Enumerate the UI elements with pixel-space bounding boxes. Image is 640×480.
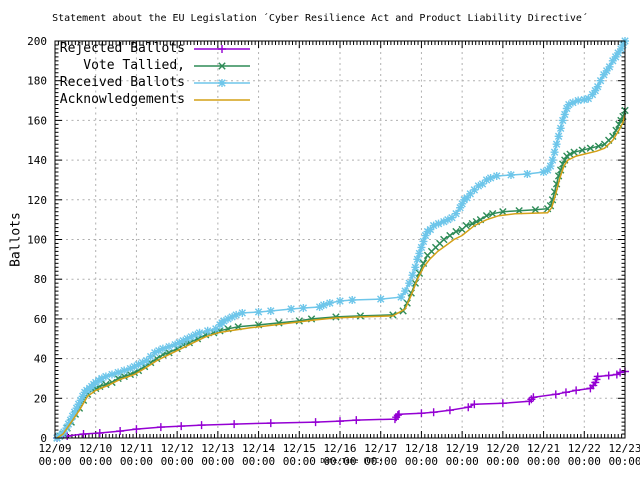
svg-text:100: 100 <box>27 234 47 247</box>
legend-item-label: Received Ballots <box>59 75 185 90</box>
svg-text:12/10: 12/10 <box>79 442 112 455</box>
series-vote-tallied <box>53 106 629 442</box>
svg-text:20: 20 <box>34 392 47 405</box>
series-acknowledgements <box>56 114 626 439</box>
svg-text:12/14: 12/14 <box>242 442 275 455</box>
svg-text:12/22: 12/22 <box>568 442 601 455</box>
svg-text:00:00: 00:00 <box>201 455 234 468</box>
svg-text:12/15: 12/15 <box>283 442 316 455</box>
svg-text:00:00: 00:00 <box>161 455 194 468</box>
legend-item: Vote Tallied, <box>55 57 254 74</box>
series-line-acknowledgements <box>56 114 626 439</box>
svg-text:12/12: 12/12 <box>161 442 194 455</box>
svg-text:12/20: 12/20 <box>486 442 519 455</box>
svg-text:12/09: 12/09 <box>38 442 71 455</box>
y-tick-labels: 0 20 40 60 80 100 120 140 160 180 200 <box>27 35 47 445</box>
svg-text:00:00: 00:00 <box>283 455 316 468</box>
svg-text:12/16: 12/16 <box>323 442 356 455</box>
legend-swatch <box>194 61 250 70</box>
plot-border <box>54 40 626 439</box>
svg-text:0: 0 <box>40 432 47 445</box>
svg-text:00:00: 00:00 <box>242 455 275 468</box>
y-axis-label: Ballots <box>8 212 24 267</box>
svg-text:00:00: 00:00 <box>38 455 71 468</box>
svg-text:12/17: 12/17 <box>364 442 397 455</box>
svg-text:12/18: 12/18 <box>405 442 438 455</box>
x-tick-labels: 12/0900:0012/1000:0012/1100:0012/1200:00… <box>38 442 640 468</box>
svg-text:00:00: 00:00 <box>323 455 356 468</box>
series-rejected-ballots <box>53 367 629 442</box>
svg-text:12/13: 12/13 <box>201 442 234 455</box>
svg-text:00:00: 00:00 <box>568 455 601 468</box>
legend-swatch <box>194 78 250 87</box>
svg-text:200: 200 <box>27 35 47 48</box>
svg-text:40: 40 <box>34 353 47 366</box>
series-markers-vote-tallied <box>53 106 629 442</box>
svg-text:180: 180 <box>27 75 47 88</box>
svg-text:00:00: 00:00 <box>608 455 640 468</box>
svg-text:12/19: 12/19 <box>446 442 479 455</box>
svg-text:00:00: 00:00 <box>527 455 560 468</box>
svg-text:00:00: 00:00 <box>120 455 153 468</box>
svg-text:00:00: 00:00 <box>79 455 112 468</box>
legend: Rejected Ballots Vote Tallied, Received Ba… <box>55 40 254 108</box>
svg-text:12/23: 12/23 <box>608 442 640 455</box>
x-axis-label: Date/Time (UTC) <box>320 457 384 465</box>
legend-item: Rejected Ballots <box>55 40 254 57</box>
svg-text:160: 160 <box>27 114 47 127</box>
svg-text:00:00: 00:00 <box>364 455 397 468</box>
svg-text:00:00: 00:00 <box>446 455 479 468</box>
legend-item-label: Vote Tallied, <box>83 58 185 73</box>
svg-text:120: 120 <box>27 194 47 207</box>
svg-text:00:00: 00:00 <box>405 455 438 468</box>
series-markers-rejected-ballots <box>53 367 629 442</box>
legend-item-label: Rejected Ballots <box>59 41 185 56</box>
axis-ticks <box>54 40 626 439</box>
legend-item: Acknowledgements <box>55 91 254 108</box>
svg-text:140: 140 <box>27 154 47 167</box>
legend-swatch <box>194 44 250 53</box>
svg-text:60: 60 <box>34 313 47 326</box>
legend-item-label: Acknowledgements <box>59 92 185 107</box>
svg-text:12/21: 12/21 <box>527 442 560 455</box>
series-line-rejected-ballots <box>56 370 626 439</box>
svg-text:12/11: 12/11 <box>120 442 153 455</box>
svg-text:00:00: 00:00 <box>486 455 519 468</box>
legend-swatch <box>194 98 250 101</box>
chart-title: Statement about the EU Legislation ´Cybe… <box>52 13 588 24</box>
legend-item: Received Ballots <box>55 74 254 91</box>
svg-text:80: 80 <box>34 273 47 286</box>
